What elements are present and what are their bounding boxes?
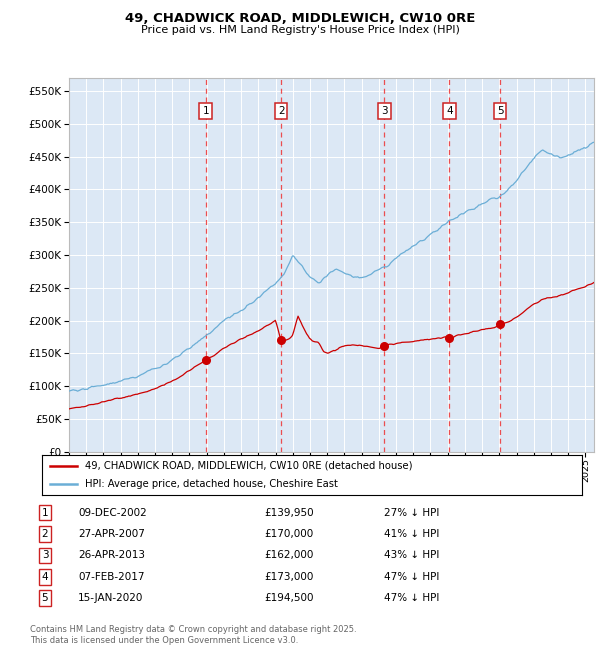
Text: 5: 5 — [41, 593, 49, 603]
Text: 2: 2 — [41, 529, 49, 539]
Text: 49, CHADWICK ROAD, MIDDLEWICH, CW10 0RE: 49, CHADWICK ROAD, MIDDLEWICH, CW10 0RE — [125, 12, 475, 25]
Text: HPI: Average price, detached house, Cheshire East: HPI: Average price, detached house, Ches… — [85, 480, 338, 489]
Text: 5: 5 — [497, 106, 503, 116]
Text: 26-APR-2013: 26-APR-2013 — [78, 551, 145, 560]
Text: 27% ↓ HPI: 27% ↓ HPI — [384, 508, 439, 517]
Text: 4: 4 — [41, 572, 49, 582]
Text: 2: 2 — [278, 106, 284, 116]
Text: 47% ↓ HPI: 47% ↓ HPI — [384, 593, 439, 603]
Text: Contains HM Land Registry data © Crown copyright and database right 2025.
This d: Contains HM Land Registry data © Crown c… — [30, 625, 356, 645]
Text: £139,950: £139,950 — [264, 508, 314, 517]
Text: 47% ↓ HPI: 47% ↓ HPI — [384, 572, 439, 582]
Text: £194,500: £194,500 — [264, 593, 314, 603]
Text: 15-JAN-2020: 15-JAN-2020 — [78, 593, 143, 603]
Text: 07-FEB-2017: 07-FEB-2017 — [78, 572, 145, 582]
Text: 1: 1 — [41, 508, 49, 517]
Text: £162,000: £162,000 — [264, 551, 313, 560]
Text: 3: 3 — [381, 106, 388, 116]
Text: 3: 3 — [41, 551, 49, 560]
Text: 09-DEC-2002: 09-DEC-2002 — [78, 508, 147, 517]
Text: 1: 1 — [202, 106, 209, 116]
Text: 43% ↓ HPI: 43% ↓ HPI — [384, 551, 439, 560]
Text: Price paid vs. HM Land Registry's House Price Index (HPI): Price paid vs. HM Land Registry's House … — [140, 25, 460, 34]
Text: 41% ↓ HPI: 41% ↓ HPI — [384, 529, 439, 539]
Text: 49, CHADWICK ROAD, MIDDLEWICH, CW10 0RE (detached house): 49, CHADWICK ROAD, MIDDLEWICH, CW10 0RE … — [85, 461, 413, 471]
Text: £173,000: £173,000 — [264, 572, 313, 582]
Text: 27-APR-2007: 27-APR-2007 — [78, 529, 145, 539]
Text: £170,000: £170,000 — [264, 529, 313, 539]
Text: 4: 4 — [446, 106, 453, 116]
